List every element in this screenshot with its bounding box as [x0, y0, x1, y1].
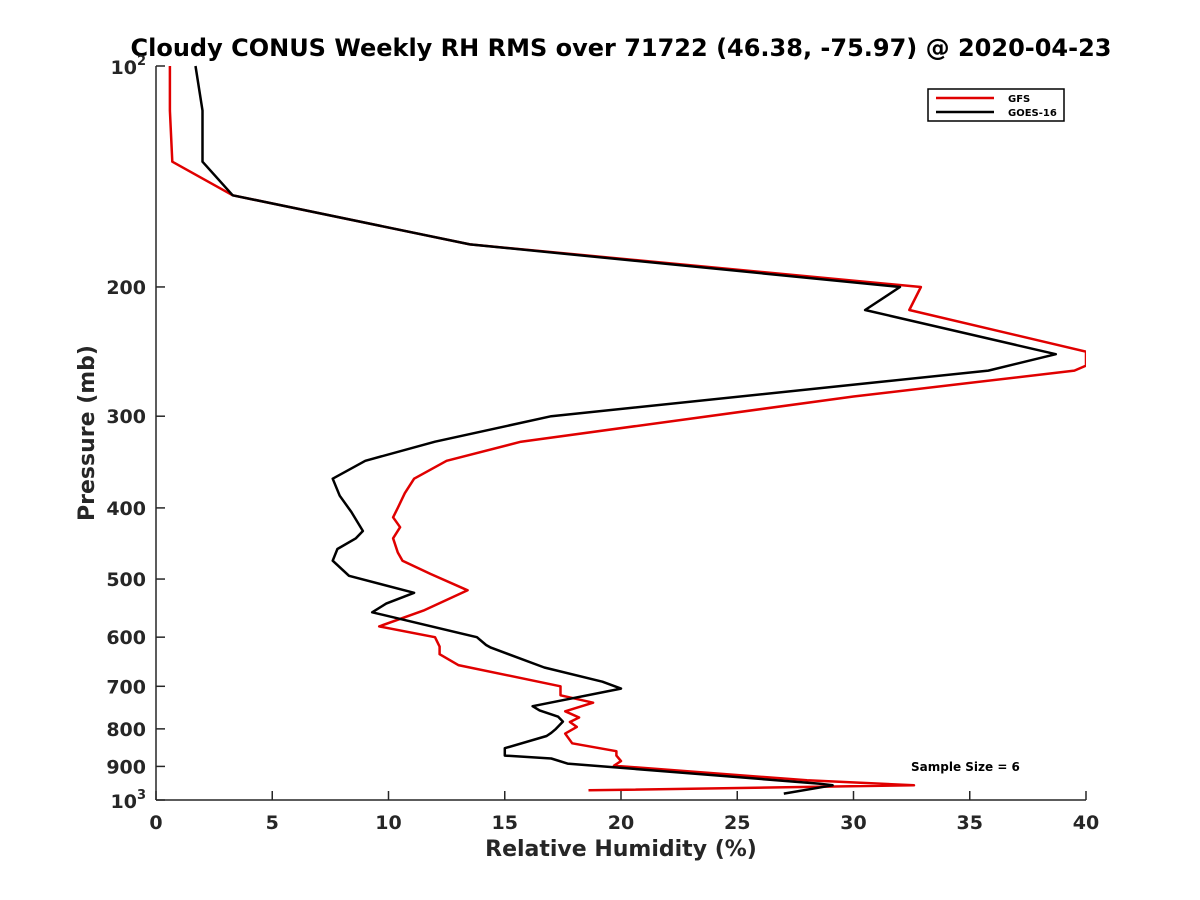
- legend: GFS GOES-16: [927, 88, 1065, 122]
- y-tick-label-base: 10: [111, 57, 137, 79]
- y-tick-label-exponent: 2: [137, 54, 146, 69]
- x-tick-label: 25: [724, 812, 750, 834]
- x-tick-label: 0: [149, 812, 162, 834]
- y-tick-label: 400: [106, 498, 146, 520]
- x-axis-label: Relative Humidity (%): [485, 837, 757, 862]
- y-tick-label-power: 103: [111, 788, 147, 813]
- sample-size-annotation: Sample Size = 6: [911, 760, 1020, 774]
- x-tick-label: 5: [266, 812, 279, 834]
- legend-box: [927, 88, 1065, 122]
- y-tick-label: 800: [106, 719, 146, 741]
- legend-label: GOES-16: [1008, 108, 1057, 119]
- x-tick-label: 15: [492, 812, 518, 834]
- y-tick-label-exponent: 3: [137, 788, 146, 803]
- y-tick-label: 200: [106, 277, 146, 299]
- series-layer: [168, 65, 1086, 795]
- x-axis: 0 5 10 15 20 25 30 35 40: [149, 791, 1099, 834]
- legend-label: GFS: [1008, 94, 1030, 105]
- x-tick-label: 20: [608, 812, 634, 834]
- y-tick-label: 700: [106, 676, 146, 698]
- x-tick-label: 35: [957, 812, 983, 834]
- x-tick-label: 40: [1073, 812, 1099, 834]
- y-tick-label-power: 102: [111, 54, 147, 79]
- series-line-goes-16: [194, 65, 1058, 795]
- series-line-gfs: [168, 66, 1086, 792]
- y-axis-label: Pressure (mb): [75, 345, 100, 521]
- y-tick-label: 900: [106, 756, 146, 778]
- chart-title: Cloudy CONUS Weekly RH RMS over 71722 (4…: [131, 34, 1112, 62]
- x-tick-label: 30: [840, 812, 866, 834]
- y-tick-label: 600: [106, 627, 146, 649]
- y-tick-label: 300: [106, 406, 146, 428]
- y-tick-label-base: 10: [111, 791, 137, 813]
- x-tick-label: 10: [375, 812, 401, 834]
- y-tick-label: 500: [106, 569, 146, 591]
